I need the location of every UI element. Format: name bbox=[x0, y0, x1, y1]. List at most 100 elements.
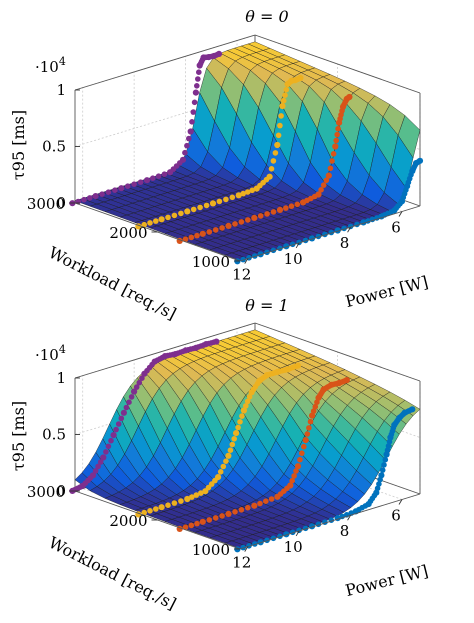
series-2-point bbox=[199, 230, 206, 237]
series-1-point bbox=[141, 221, 147, 228]
chart-panel-theta-1: 0 0.5 1 12 10 8 6 3000 2000 1000 θ = 1 ·104 τ95 [ms]… bbox=[9, 296, 430, 613]
z-axis-label: τ95 [ms] bbox=[9, 401, 28, 471]
series-0-point bbox=[99, 191, 105, 197]
z-tick-label: 1 bbox=[56, 369, 66, 387]
series-0-point bbox=[169, 351, 176, 358]
z-tick-label: 0.5 bbox=[42, 138, 66, 156]
series-0-point bbox=[159, 354, 166, 361]
series-1-point bbox=[171, 212, 178, 219]
series-1-point bbox=[193, 492, 200, 498]
series-2-point bbox=[245, 504, 251, 511]
workload-tick-label: 2000 bbox=[109, 512, 147, 530]
series-2-point bbox=[182, 236, 189, 242]
chart-title: θ = 0 bbox=[245, 7, 288, 26]
series-0-point bbox=[131, 388, 138, 395]
series-2-point bbox=[301, 443, 307, 450]
series-2-point bbox=[294, 201, 301, 208]
workload-tick-label: 2000 bbox=[109, 224, 147, 242]
series-0-point bbox=[139, 375, 145, 382]
power-tick-label: 6 bbox=[391, 219, 401, 237]
power-tick-label: 6 bbox=[391, 507, 401, 525]
series-0-point bbox=[131, 181, 137, 187]
series-0-point bbox=[97, 459, 104, 465]
series-1-point bbox=[203, 202, 210, 209]
series-1-point bbox=[227, 447, 234, 454]
series-1-point bbox=[279, 103, 286, 110]
series-2-point bbox=[225, 510, 232, 517]
series-2-point bbox=[327, 165, 334, 172]
series-0-point bbox=[180, 348, 186, 355]
series-1-point bbox=[165, 502, 171, 509]
series-1-point bbox=[231, 436, 237, 442]
series-1-point bbox=[225, 452, 232, 459]
series-1-point bbox=[280, 97, 287, 104]
series-0-point bbox=[100, 454, 107, 461]
series-3-point bbox=[403, 187, 409, 193]
series-1-point bbox=[237, 419, 243, 425]
series-3-point bbox=[390, 425, 397, 431]
series-0-point bbox=[177, 160, 183, 166]
power-tick-label: 12 bbox=[232, 554, 251, 572]
series-1-point bbox=[254, 380, 261, 387]
series-1-point bbox=[239, 413, 245, 419]
series-2-point bbox=[311, 193, 318, 200]
series-2-point bbox=[339, 108, 345, 114]
chart-panel-theta-0: 0 0.5 1 12 10 8 6 3000 2000 1000 θ = 0 ·104 τ95 [ms]… bbox=[9, 7, 430, 323]
workload-tick-label: 3000 bbox=[27, 195, 65, 213]
workload-tick-label: 1000 bbox=[192, 253, 230, 271]
series-1-point bbox=[272, 150, 279, 156]
series-0-point bbox=[137, 179, 144, 185]
series-3-point bbox=[384, 447, 391, 454]
series-0-point bbox=[105, 189, 112, 195]
series-0-point bbox=[150, 175, 156, 181]
series-3-point bbox=[377, 476, 383, 483]
series-0-point bbox=[194, 83, 200, 89]
series-3-point bbox=[383, 451, 390, 458]
series-2-point bbox=[330, 151, 337, 157]
series-1-point bbox=[184, 495, 191, 503]
series-0-point bbox=[118, 185, 125, 192]
series-3-point bbox=[381, 462, 387, 468]
series-1-point bbox=[153, 218, 159, 224]
series-3-point bbox=[371, 492, 378, 499]
series-2-point bbox=[219, 225, 225, 231]
series-0-point bbox=[189, 119, 195, 125]
power-axis-label: Power [W] bbox=[343, 561, 430, 600]
series-2-point bbox=[297, 456, 303, 463]
series-1-point bbox=[240, 190, 246, 197]
series-0-point bbox=[87, 195, 93, 201]
series-0-point bbox=[184, 142, 190, 149]
series-1-point bbox=[197, 204, 203, 211]
series-1-point bbox=[274, 141, 281, 149]
series-2-point bbox=[314, 399, 320, 406]
series-1-point bbox=[209, 200, 217, 207]
z-tick-label: 0 bbox=[56, 194, 66, 212]
series-0-point bbox=[112, 187, 118, 193]
series-2-point bbox=[257, 213, 264, 219]
series-0-point bbox=[192, 89, 199, 96]
series-1-point bbox=[158, 216, 165, 223]
z-axis-label: τ95 [ms] bbox=[9, 110, 28, 180]
series-0-point bbox=[105, 443, 112, 450]
workload-tick-label: 1000 bbox=[192, 541, 230, 559]
power-tick-label: 10 bbox=[284, 250, 303, 268]
series-2-point bbox=[245, 217, 251, 223]
series-2-point bbox=[310, 408, 317, 414]
series-1-point bbox=[171, 500, 178, 506]
series-2-point bbox=[270, 209, 277, 215]
series-1-point bbox=[262, 373, 268, 380]
series-0-point bbox=[136, 379, 143, 386]
series-2-point bbox=[294, 463, 302, 470]
chart-title: θ = 1 bbox=[245, 296, 288, 315]
series-2-point bbox=[238, 219, 245, 225]
series-1-point bbox=[244, 398, 251, 405]
series-1-point bbox=[220, 463, 227, 470]
series-0-point bbox=[155, 173, 162, 179]
z-tick-label: 0.5 bbox=[42, 426, 66, 444]
series-3-point bbox=[386, 438, 393, 445]
series-3-point bbox=[385, 443, 392, 449]
series-2-point bbox=[293, 468, 299, 474]
series-0-point bbox=[190, 345, 197, 352]
power-tick-label: 10 bbox=[284, 538, 303, 556]
series-2-point bbox=[206, 517, 213, 523]
